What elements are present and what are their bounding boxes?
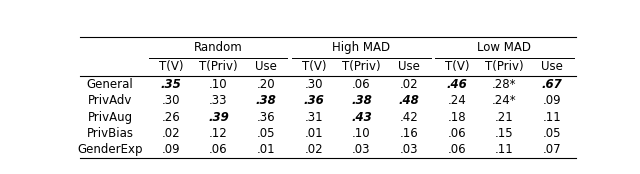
- Text: .06: .06: [352, 78, 371, 90]
- Text: Low MAD: Low MAD: [477, 41, 531, 54]
- Text: T(V): T(V): [445, 60, 469, 73]
- Text: .46: .46: [447, 78, 467, 90]
- Text: High MAD: High MAD: [332, 41, 390, 54]
- Text: .10: .10: [209, 78, 228, 90]
- Text: .42: .42: [400, 110, 419, 124]
- Text: .02: .02: [161, 127, 180, 140]
- Text: T(V): T(V): [159, 60, 183, 73]
- Text: .15: .15: [495, 127, 514, 140]
- Text: T(Priv): T(Priv): [199, 60, 238, 73]
- Text: .30: .30: [305, 78, 323, 90]
- Text: .48: .48: [399, 94, 420, 107]
- Text: .18: .18: [447, 110, 466, 124]
- Text: .12: .12: [209, 127, 228, 140]
- Text: Use: Use: [255, 60, 277, 73]
- Text: T(Priv): T(Priv): [342, 60, 381, 73]
- Text: PrivAug: PrivAug: [88, 110, 132, 124]
- Text: .35: .35: [161, 78, 181, 90]
- Text: .09: .09: [161, 144, 180, 156]
- Text: .36: .36: [257, 110, 275, 124]
- Text: .38: .38: [256, 94, 276, 107]
- Text: .24*: .24*: [492, 94, 517, 107]
- Text: .02: .02: [400, 78, 419, 90]
- Text: .05: .05: [257, 127, 275, 140]
- Text: .28*: .28*: [492, 78, 516, 90]
- Text: PrivAdv: PrivAdv: [88, 94, 132, 107]
- Text: General: General: [87, 78, 134, 90]
- Text: Random: Random: [194, 41, 243, 54]
- Text: .31: .31: [305, 110, 323, 124]
- Text: .06: .06: [447, 127, 466, 140]
- Text: .01: .01: [257, 144, 275, 156]
- Text: .09: .09: [543, 94, 561, 107]
- Text: .38: .38: [351, 94, 372, 107]
- Text: .67: .67: [542, 78, 563, 90]
- Text: .05: .05: [543, 127, 561, 140]
- Text: .39: .39: [208, 110, 229, 124]
- Text: .01: .01: [305, 127, 323, 140]
- Text: .06: .06: [447, 144, 466, 156]
- Text: .21: .21: [495, 110, 514, 124]
- Text: .20: .20: [257, 78, 275, 90]
- Text: GenderExp: GenderExp: [77, 144, 143, 156]
- Text: Use: Use: [541, 60, 563, 73]
- Text: PrivBias: PrivBias: [86, 127, 134, 140]
- Text: .43: .43: [351, 110, 372, 124]
- Text: .24: .24: [447, 94, 466, 107]
- Text: .03: .03: [352, 144, 371, 156]
- Text: .16: .16: [400, 127, 419, 140]
- Text: .36: .36: [303, 94, 324, 107]
- Text: .30: .30: [161, 94, 180, 107]
- Text: .03: .03: [400, 144, 419, 156]
- Text: .06: .06: [209, 144, 228, 156]
- Text: .11: .11: [543, 110, 561, 124]
- Text: .10: .10: [352, 127, 371, 140]
- Text: .11: .11: [495, 144, 514, 156]
- Text: .26: .26: [161, 110, 180, 124]
- Text: T(V): T(V): [301, 60, 326, 73]
- Text: .07: .07: [543, 144, 561, 156]
- Text: T(Priv): T(Priv): [485, 60, 524, 73]
- Text: .02: .02: [305, 144, 323, 156]
- Text: Use: Use: [398, 60, 420, 73]
- Text: .33: .33: [209, 94, 228, 107]
